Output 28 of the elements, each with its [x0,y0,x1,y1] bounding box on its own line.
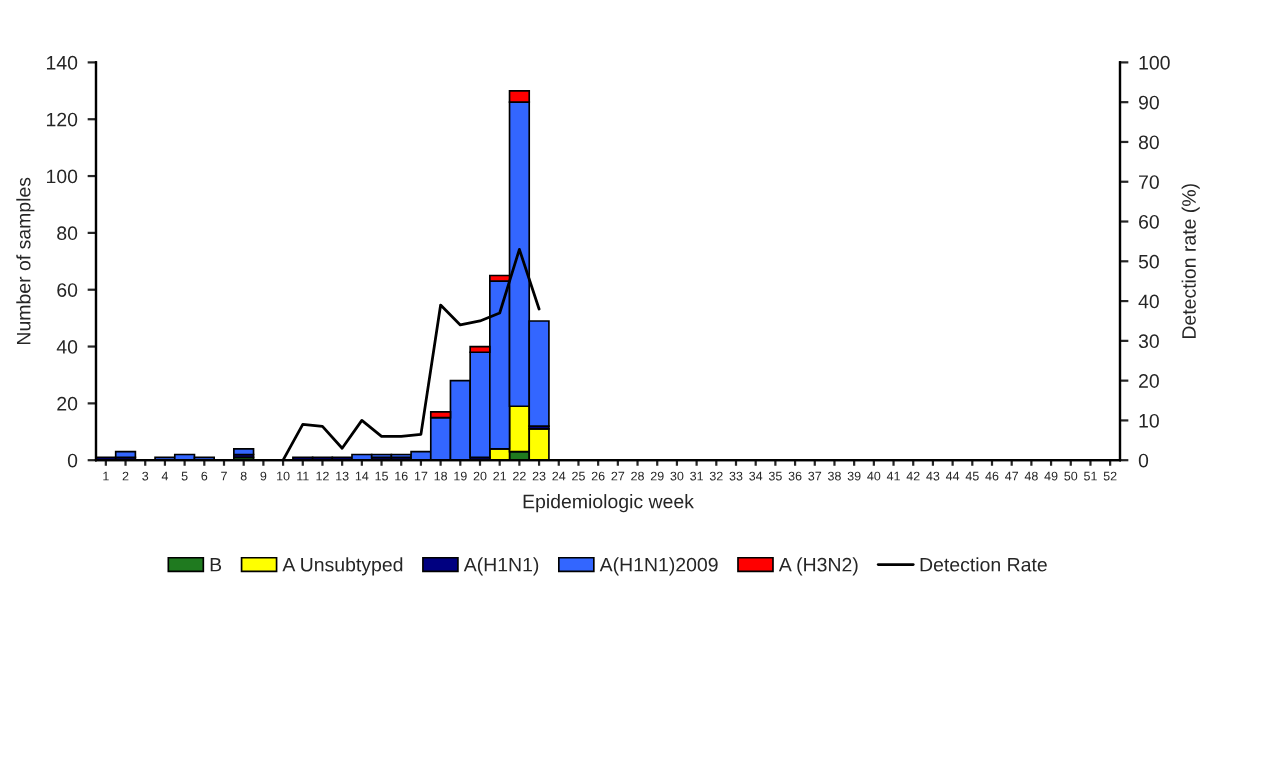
y-tick-label: 40 [56,340,78,354]
y-tick-label: 0 [67,453,78,468]
y-tick-label: 140 [46,55,78,70]
y-tick-label: 60 [57,283,78,297]
y2-tick-label: 20 [1139,374,1159,388]
legend-label: A Unsubtyped [282,557,403,576]
y-tick-label: 80 [57,226,78,241]
y2-tick-label: 80 [1138,135,1159,150]
y2-tick-label: 70 [1139,175,1159,189]
y2-tick-label: 50 [1138,254,1159,269]
legend-label: A (H3N2) [778,557,858,576]
y2-tick-label: 0 [1138,453,1149,468]
x-axis-title: Epidemiologic week [523,494,694,513]
y-tick-label: 20 [57,396,78,411]
y2-tick-label: 10 [1139,413,1159,428]
y2-axis-title: Detection rate (%) [1181,184,1200,339]
legend-label: A(H1N1)2009 [599,557,718,576]
y-axis-title: Number of samples [16,177,35,344]
y2-tick-label: 60 [1139,214,1159,229]
y2-tick-label: 90 [1138,95,1159,110]
legend-label: Detection Rate [920,557,1047,572]
y2-tick-label: 100 [1139,55,1170,70]
legend-label: B [210,557,222,572]
y2-tick-label: 30 [1138,334,1159,349]
y2-tick-label: 40 [1138,294,1159,309]
y-tick-label: 120 [46,112,78,127]
y-tick-label: 100 [46,169,78,184]
legend-label: A(H1N1) [463,557,539,576]
